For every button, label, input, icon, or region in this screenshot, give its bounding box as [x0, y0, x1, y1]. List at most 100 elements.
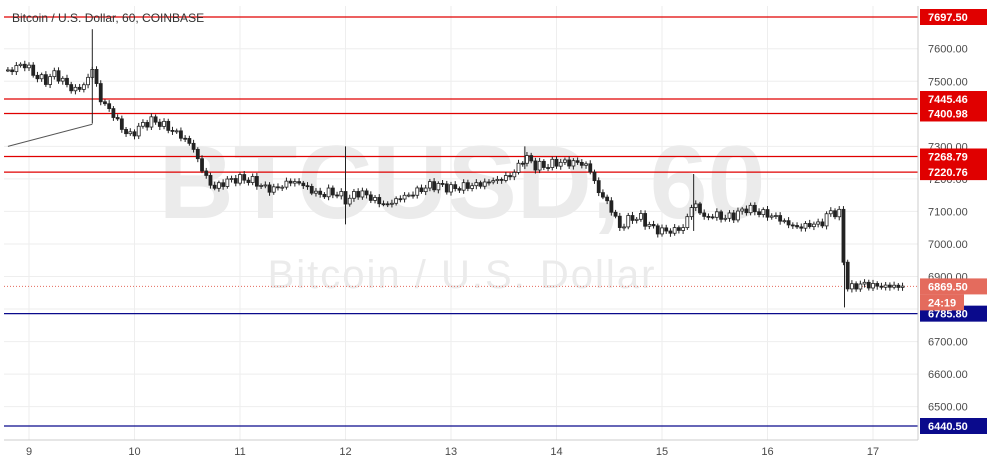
y-tick-label: 6700.00 [928, 337, 968, 349]
candle-body [503, 175, 508, 181]
candle-body [550, 158, 555, 168]
candle-body [816, 221, 821, 225]
resistance-label: 7220.76 [928, 167, 968, 179]
candle-body [482, 181, 487, 187]
candle-body [398, 198, 403, 201]
candle-body [208, 175, 213, 186]
candle-body [394, 198, 399, 204]
candle-body [263, 184, 268, 187]
candle-body [592, 171, 597, 182]
candle-body [242, 174, 247, 181]
candle-body [136, 125, 141, 137]
candle-body [301, 182, 306, 187]
candle-body [318, 190, 323, 195]
candle-body [744, 208, 749, 214]
candle-body [727, 212, 732, 219]
candle-body [900, 285, 905, 288]
candle-body [508, 175, 512, 178]
candle-body [706, 215, 711, 218]
time-axis[interactable]: 9 10 11 12 13 14 15 16 17 [26, 446, 879, 458]
candle-body [179, 130, 183, 139]
resistance-label: 7268.79 [928, 151, 968, 163]
candle-body [305, 185, 310, 188]
candle-body [233, 178, 238, 184]
candle-body [833, 210, 837, 218]
trendline[interactable] [7, 123, 93, 147]
x-tick-label: 17 [867, 446, 879, 458]
resistance-label: 7445.46 [928, 94, 968, 106]
candle-body [790, 224, 795, 227]
candle-body [782, 220, 787, 223]
watermark-name: Bitcoin / U.S. Dollar [268, 253, 657, 297]
candle-body [145, 122, 150, 128]
support-label: 6785.80 [928, 309, 968, 321]
candle-body [103, 101, 107, 105]
candle-body [693, 203, 698, 208]
candle-body [828, 210, 833, 215]
candle-body [14, 65, 19, 73]
candle-body [584, 163, 588, 166]
candle-body [630, 215, 635, 221]
candle-body [824, 213, 829, 227]
candle-body [664, 227, 669, 232]
candle-body [339, 191, 344, 197]
candle-body [419, 187, 424, 193]
y-tick-label: 7600.00 [928, 44, 968, 56]
candle-body [676, 227, 681, 231]
candle-body [575, 160, 580, 163]
candle-body [465, 182, 470, 189]
candle-body [10, 69, 15, 73]
candle-body [18, 63, 23, 66]
candle-body [757, 211, 761, 215]
candle-body [731, 212, 736, 221]
candle-body [128, 131, 133, 135]
candle-body [875, 283, 880, 287]
y-tick-label: 7100.00 [928, 206, 968, 218]
y-tick-label: 6500.00 [928, 402, 968, 414]
candle-body [191, 142, 196, 150]
candle-body [499, 179, 504, 181]
last-price-label: 6869.50 [928, 281, 968, 293]
candle-body [887, 284, 892, 288]
candle-body [537, 160, 542, 171]
candle-body [820, 221, 825, 227]
candle-body [710, 216, 715, 219]
candle-body [225, 178, 230, 187]
countdown-label: 24:19 [928, 297, 956, 309]
candle-body [609, 200, 614, 213]
candle-body [596, 180, 601, 194]
candle-body [204, 170, 209, 176]
candle-body [335, 194, 339, 197]
candle-body [119, 118, 124, 130]
x-tick-label: 9 [26, 446, 32, 458]
candle-body [837, 208, 842, 218]
candle-body [187, 138, 192, 144]
candle-body [432, 181, 437, 191]
candle-body [69, 84, 74, 92]
price-badges: 7697.50 7445.46 7400.98 7268.79 7220.76 6785.… [920, 9, 987, 434]
x-tick-label: 16 [761, 446, 773, 458]
resistance-label-bg [920, 9, 987, 25]
candle-body [558, 161, 563, 167]
candle-body [22, 63, 27, 69]
candle-body [297, 181, 301, 184]
candle-body [141, 122, 145, 127]
candle-body [149, 116, 154, 128]
candle-body [390, 202, 394, 205]
candle-body [736, 210, 740, 221]
candle-body [529, 155, 534, 162]
candle-body [862, 281, 867, 285]
candle-body [457, 188, 462, 191]
support-label-bg [920, 418, 987, 434]
candle-body [613, 211, 618, 217]
candle-body [567, 159, 572, 167]
candle-body [495, 179, 500, 182]
candle-body [352, 191, 356, 199]
candle-body [385, 203, 390, 206]
candle-body [892, 284, 896, 288]
candle-body [229, 178, 234, 180]
candle-body [698, 203, 702, 214]
candle-body [107, 103, 112, 109]
y-tick-label: 6600.00 [928, 369, 968, 381]
